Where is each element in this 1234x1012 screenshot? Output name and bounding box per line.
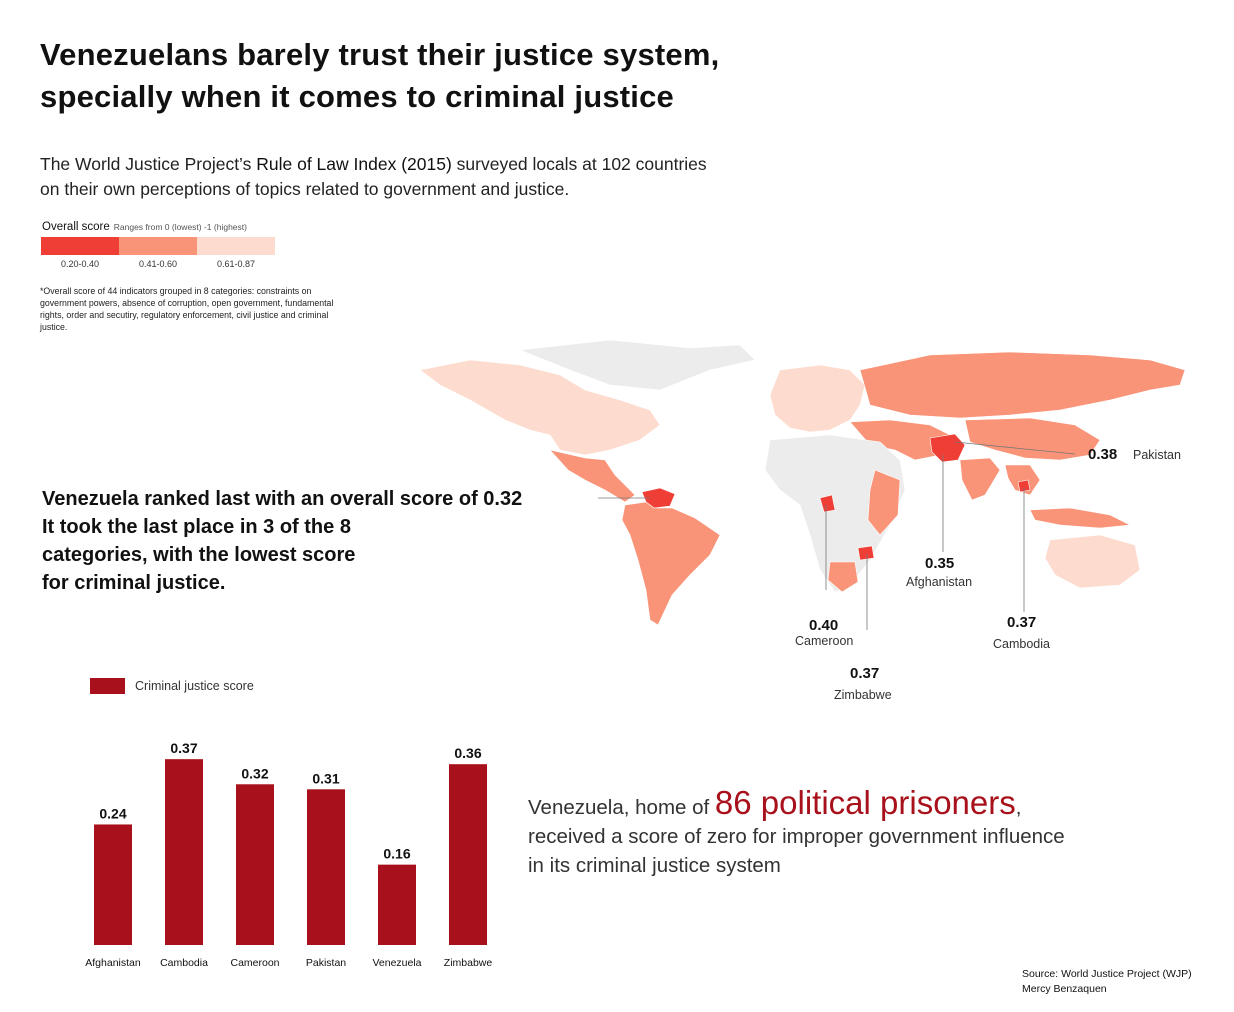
map-label-afghanistan-score: 0.35 xyxy=(925,555,955,572)
map-region-china xyxy=(964,417,1101,461)
legend-label: Overall score xyxy=(42,221,110,233)
bar-pakistan xyxy=(307,789,345,945)
prisoners-post: , xyxy=(1015,796,1022,819)
title-line-2: specially when it comes to criminal just… xyxy=(40,79,674,114)
intro-pre: The World Justice Project’s xyxy=(40,154,257,174)
map-region-southeast-asia xyxy=(1004,464,1041,496)
criminal-justice-bar-chart: 0.24 Afghanistan 0.37 Cambodia 0.32 Cameroon 0… xyxy=(85,740,492,969)
world-map xyxy=(419,339,1186,630)
legend-title: Overall score Ranges from 0 (lowest) -1 (… xyxy=(42,221,247,233)
map-region-afghanistan-pakistan xyxy=(929,433,966,463)
bar-zimbabwe xyxy=(449,764,487,945)
legend-bin-label-high: 0.61-0.87 xyxy=(216,259,256,269)
map-region-cameroon xyxy=(819,494,836,513)
bar-legend-label: Criminal justice score xyxy=(135,679,254,693)
source-line-2: Mercy Benzaquen xyxy=(1022,983,1107,995)
legend-swatch-low xyxy=(41,237,119,255)
bar-value-label-cambodia: 0.37 xyxy=(170,740,197,756)
prisoners-line-3: in its criminal justice system xyxy=(528,854,781,877)
map-region-australia xyxy=(1044,534,1141,589)
callout-line-1: Venezuela ranked last with an overall sc… xyxy=(42,488,523,510)
bar-value-label-zimbabwe: 0.36 xyxy=(454,745,481,761)
intro-text: The World Justice Project’s Rule of Law … xyxy=(40,152,840,202)
map-region-south-africa xyxy=(827,561,859,593)
map-region-south-america xyxy=(621,501,721,626)
bar-afghanistan xyxy=(94,824,132,945)
map-region-indonesia xyxy=(1029,507,1132,529)
political-prisoners-note: Venezuela, home of 86 political prisoner… xyxy=(528,786,1208,880)
prisoners-line-2: received a score of zero for improper go… xyxy=(528,825,1065,848)
intro-post: surveyed locals at 102 countries xyxy=(451,154,707,174)
map-region-zimbabwe xyxy=(857,545,875,561)
footnote: *Overall score of 44 indicators grouped … xyxy=(40,286,334,332)
page-title: Venezuelans barely trust their justice s… xyxy=(40,34,940,118)
bars-group: 0.24 Afghanistan 0.37 Cambodia 0.32 Cameroon 0… xyxy=(85,740,492,969)
map-label-zimbabwe-name: Zimbabwe xyxy=(834,688,892,702)
bar-category-label-cambodia: Cambodia xyxy=(160,957,208,969)
legend-bin-label-low: 0.20-0.40 xyxy=(60,259,100,269)
map-region-north-america xyxy=(419,359,661,456)
map-region-mexico xyxy=(549,449,636,503)
map-region-cambodia xyxy=(1017,479,1031,493)
map-leader-lines xyxy=(598,441,1076,630)
callout-line-3: categories, with the lowest score xyxy=(42,544,356,566)
map-region-europe xyxy=(769,364,866,433)
map-label-zimbabwe-score: 0.37 xyxy=(850,665,880,682)
map-label-afghanistan-name: Afghanistan xyxy=(906,575,973,589)
map-region-russia xyxy=(859,351,1186,419)
map-region-africa-scored xyxy=(867,469,901,536)
callout-line-2: It took the last place in 3 of the 8 xyxy=(42,516,351,538)
map-region-greenland xyxy=(519,339,756,391)
legend-swatch-high xyxy=(197,237,275,255)
bar-category-label-venezuela: Venezuela xyxy=(372,957,421,969)
bar-category-label-zimbabwe: Zimbabwe xyxy=(444,957,493,969)
prisoners-pre: Venezuela, home of xyxy=(528,796,715,819)
bar-cambodia xyxy=(165,759,203,945)
callout-line-4: for criminal justice. xyxy=(42,572,226,594)
bar-legend-swatch xyxy=(90,678,125,694)
bar-cameroon xyxy=(236,784,274,945)
bar-category-label-afghanistan: Afghanistan xyxy=(85,957,141,969)
bar-value-label-afghanistan: 0.24 xyxy=(99,805,126,821)
intro-line-2: on their own perceptions of topics relat… xyxy=(40,179,570,199)
source-credit: Source: World Justice Project (WJP) Merc… xyxy=(1022,967,1192,997)
map-label-pakistan-score: 0.38 xyxy=(1088,446,1118,463)
bar-category-label-pakistan: Pakistan xyxy=(306,957,346,969)
bar-value-label-venezuela: 0.16 xyxy=(383,846,410,862)
map-label-cameroon-name: Cameroon xyxy=(795,634,854,648)
map-region-india xyxy=(959,457,1001,501)
legend-range-note: Ranges from 0 (lowest) -1 (highest) xyxy=(113,222,247,232)
legend-bin-label-mid: 0.41-0.60 xyxy=(138,259,178,269)
map-label-cameroon-score: 0.40 xyxy=(809,617,839,634)
venezuela-callout: Venezuela ranked last with an overall sc… xyxy=(42,485,612,597)
title-line-1: Venezuelans barely trust their justice s… xyxy=(40,37,720,72)
bar-value-label-pakistan: 0.31 xyxy=(312,770,339,786)
legend-swatch-mid xyxy=(119,237,197,255)
map-label-cambodia-name: Cambodia xyxy=(993,637,1050,651)
bar-value-label-cameroon: 0.32 xyxy=(241,765,268,781)
map-label-pakistan-name: Pakistan xyxy=(1133,448,1181,462)
map-label-cambodia-score: 0.37 xyxy=(1007,614,1037,631)
bar-category-label-cameroon: Cameroon xyxy=(230,957,279,969)
bar-venezuela xyxy=(378,864,416,945)
prisoners-highlight: 86 political prisoners xyxy=(714,784,1016,821)
source-line-1: Source: World Justice Project (WJP) xyxy=(1022,968,1192,980)
index-name: Rule of Law Index (2015) xyxy=(256,154,452,174)
